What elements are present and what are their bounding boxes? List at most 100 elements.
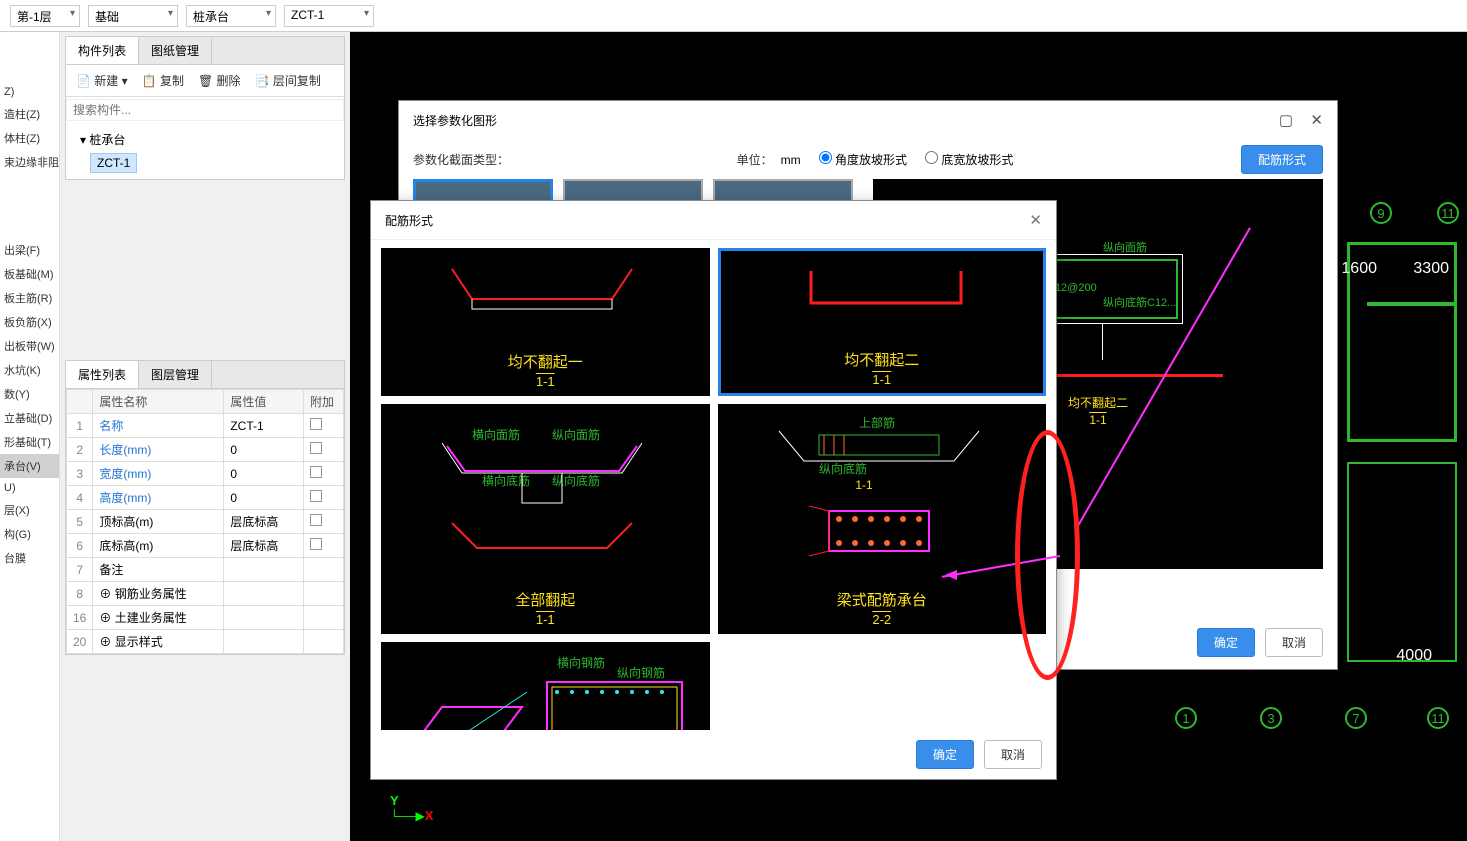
maximize-icon[interactable]: ▢ (1279, 112, 1293, 129)
dimension-text: 4000 (1396, 647, 1432, 665)
table-row[interactable]: 20 ⊕ 显示样式 (67, 630, 344, 654)
dialog-rebar-form: 配筋形式 ✕ 均不翻起一1-1 均不翻起二1-1 横向面筋 纵向面筋 横向底筋 … (370, 200, 1057, 780)
label-section-type: 参数化截面类型： (413, 151, 509, 168)
grid-bubble: 1 (1175, 707, 1197, 729)
tab-properties[interactable]: 属性列表 (66, 361, 139, 388)
floor-dropdown[interactable]: 第-1层 (10, 5, 80, 27)
table-row[interactable]: 4 高度(mm) 0 (67, 486, 344, 510)
left-sidebar: Z)造柱(Z)体柱(Z)束边缘非阻出梁(F)板基础(M)板主筋(R)板负筋(X)… (0, 32, 60, 841)
svg-text:横向面筋: 横向面筋 (472, 427, 520, 442)
annotation-red-oval (1015, 430, 1080, 680)
cad-shape (1347, 462, 1457, 662)
dimension-text: 1600 (1341, 260, 1377, 278)
component-panel: 构件列表 图纸管理 📄 新建 ▾ 📋 复制 🗑 删除 📑 层间复制 ▾ 桩承台 … (65, 36, 345, 180)
sidebar-item[interactable]: 板主筋(R) (0, 286, 59, 310)
tree-root[interactable]: ▾ 桩承台 (74, 129, 336, 150)
property-table: 属性名称 属性值 附加 1 名称 ZCT-1 2 长度(mm) 0 3 宽度(m… (66, 389, 344, 654)
table-row[interactable]: 7 备注 (67, 558, 344, 582)
grid-bubble: 9 (1370, 202, 1392, 224)
type-dropdown[interactable]: 桩承台 (186, 5, 276, 27)
grid-bubble: 11 (1437, 202, 1459, 224)
annotation-arrow-head (945, 570, 957, 580)
close-icon[interactable]: ✕ (1029, 211, 1042, 229)
close-icon[interactable]: ✕ (1310, 112, 1323, 129)
dlg2-cancel-button[interactable]: 取消 (984, 740, 1042, 769)
search-input[interactable] (66, 99, 344, 121)
table-row[interactable]: 2 长度(mm) 0 (67, 438, 344, 462)
delete-button[interactable]: 🗑 删除 (192, 69, 247, 92)
rebar-form-button[interactable]: 配筋形式 (1241, 145, 1323, 174)
radio-angle-slope[interactable]: 角度放坡形式 (819, 151, 907, 168)
grid-bubble: 3 (1260, 707, 1282, 729)
col-extra: 附加 (304, 390, 344, 414)
dlg2-ok-button[interactable]: 确定 (916, 740, 974, 769)
grid-bubble: 11 (1427, 707, 1449, 729)
svg-text:横向钢筋: 横向钢筋 (557, 655, 605, 670)
tree-leaf-zct1[interactable]: ZCT-1 (90, 153, 137, 173)
sidebar-item[interactable] (0, 174, 59, 182)
rebar-option[interactable]: 均不翻起一1-1 (381, 248, 710, 396)
sidebar-item[interactable]: 层(X) (0, 498, 59, 522)
top-bar: 第-1层 基础 桩承台 ZCT-1 (0, 0, 1467, 32)
col-name: 属性名称 (93, 390, 224, 414)
svg-text:纵向钢筋: 纵向钢筋 (617, 665, 665, 680)
sidebar-item[interactable]: 体柱(Z) (0, 126, 59, 150)
sidebar-item[interactable] (0, 182, 59, 190)
sidebar-item[interactable]: U) (0, 478, 59, 498)
sidebar-item[interactable] (0, 214, 59, 222)
table-row[interactable]: 6 底标高(m) 层底标高 (67, 534, 344, 558)
sidebar-item[interactable]: Z) (0, 82, 59, 102)
sidebar-item[interactable]: 造柱(Z) (0, 102, 59, 126)
sidebar-item[interactable] (0, 198, 59, 206)
sidebar-item[interactable]: 形基础(T) (0, 430, 59, 454)
sidebar-item[interactable]: 数(Y) (0, 382, 59, 406)
sidebar-item[interactable] (0, 190, 59, 198)
table-row[interactable]: 5 顶标高(m) 层底标高 (67, 510, 344, 534)
layer-copy-button[interactable]: 📑 层间复制 (249, 69, 327, 92)
svg-text:横向底筋: 横向底筋 (482, 473, 530, 488)
svg-text:纵向底筋: 纵向底筋 (552, 473, 600, 488)
rebar-option[interactable]: 横向面筋 纵向面筋 横向底筋 纵向底筋 全部翻起1-1 (381, 404, 710, 634)
dimension-text: 3300 (1413, 260, 1449, 278)
sidebar-item[interactable] (0, 222, 59, 230)
label-unit: 单位： (737, 151, 773, 168)
table-row[interactable]: 3 宽度(mm) 0 (67, 462, 344, 486)
sidebar-item[interactable] (0, 206, 59, 214)
sidebar-item[interactable] (0, 230, 59, 238)
grid-bubble: 7 (1345, 707, 1367, 729)
dlg1-cancel-button[interactable]: 取消 (1265, 628, 1323, 657)
unit-value: mm (781, 153, 801, 167)
svg-text:纵向底筋: 纵向底筋 (819, 461, 867, 476)
new-button[interactable]: 📄 新建 ▾ (70, 69, 134, 92)
sidebar-item[interactable]: 出梁(F) (0, 238, 59, 262)
table-row[interactable]: 8 ⊕ 钢筋业务属性 (67, 582, 344, 606)
rebar-options-grid: 均不翻起一1-1 均不翻起二1-1 横向面筋 纵向面筋 横向底筋 纵向底筋 全部… (371, 240, 1056, 730)
table-row[interactable]: 1 名称 ZCT-1 (67, 414, 344, 438)
tab-component-list[interactable]: 构件列表 (66, 37, 139, 64)
sidebar-item[interactable]: 立基础(D) (0, 406, 59, 430)
sidebar-item[interactable]: 承台(V) (0, 454, 59, 478)
copy-button[interactable]: 📋 复制 (136, 69, 190, 92)
rebar-option[interactable]: 上部筋 纵向底筋 1-1 梁式配筋承台2-2 (718, 404, 1047, 634)
category-dropdown[interactable]: 基础 (88, 5, 178, 27)
rebar-option[interactable]: 横向钢筋 纵向钢筋 (381, 642, 710, 730)
instance-dropdown[interactable]: ZCT-1 (284, 5, 374, 27)
radio-width-slope[interactable]: 底宽放坡形式 (925, 151, 1013, 168)
sidebar-item[interactable]: 出板带(W) (0, 334, 59, 358)
svg-text:上部筋: 上部筋 (859, 415, 895, 430)
dlg1-ok-button[interactable]: 确定 (1197, 628, 1255, 657)
tab-drawing-mgmt[interactable]: 图纸管理 (139, 37, 212, 64)
table-row[interactable]: 16 ⊕ 土建业务属性 (67, 606, 344, 630)
rebar-option[interactable]: 均不翻起二1-1 (718, 248, 1047, 396)
sidebar-item[interactable]: 板负筋(X) (0, 310, 59, 334)
sidebar-item[interactable]: 水坑(K) (0, 358, 59, 382)
dialog2-title: 配筋形式 (385, 212, 433, 229)
sidebar-item[interactable]: 构(G) (0, 522, 59, 546)
sidebar-item[interactable]: 台膜 (0, 546, 59, 570)
sidebar-item[interactable]: 束边缘非阻 (0, 150, 59, 174)
col-value: 属性值 (224, 390, 304, 414)
tab-layer-mgmt[interactable]: 图层管理 (139, 361, 212, 388)
property-panel: 属性列表 图层管理 属性名称 属性值 附加 1 名称 ZCT-1 2 长度(mm… (65, 360, 345, 655)
sidebar-item[interactable]: 板基础(M) (0, 262, 59, 286)
svg-text:1-1: 1-1 (855, 478, 873, 492)
